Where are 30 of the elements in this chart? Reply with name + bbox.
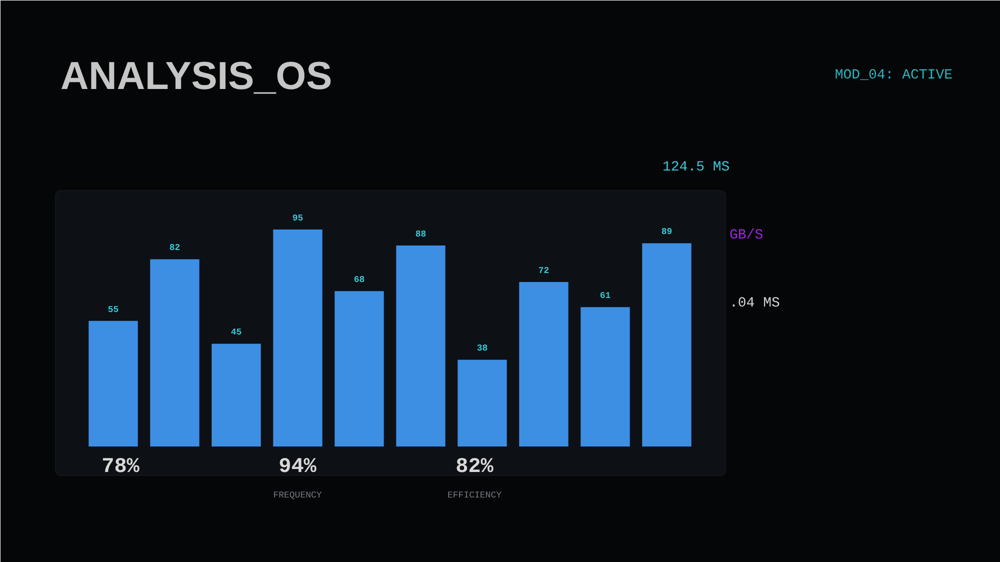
bar xyxy=(458,360,507,446)
bar xyxy=(642,243,692,446)
text: 124.5 MS xyxy=(662,160,730,176)
bar xyxy=(88,320,138,446)
text: GB/S xyxy=(730,228,764,244)
bar xyxy=(150,259,200,446)
bar xyxy=(212,344,261,446)
chart-title: ANALYSIS_OS xyxy=(60,55,332,98)
text: EFFICIENCY xyxy=(447,490,502,500)
text: MOD_04: ACTIVE xyxy=(834,68,953,84)
text: .04 MS xyxy=(730,296,780,312)
text: 94% xyxy=(278,456,317,479)
bar xyxy=(273,230,322,446)
data-label: 72 xyxy=(538,266,550,276)
data-label: 45 xyxy=(230,328,242,338)
data-label: 38 xyxy=(476,344,488,354)
text: 82% xyxy=(456,456,494,479)
data-label: 95 xyxy=(292,214,304,224)
data-label: 55 xyxy=(108,304,119,315)
data-label: 82 xyxy=(169,243,180,254)
data-label: 89 xyxy=(661,227,672,238)
text: FREQUENCY xyxy=(273,490,322,500)
text: 78% xyxy=(102,456,140,479)
bar xyxy=(396,245,446,446)
bar xyxy=(580,307,630,446)
bar xyxy=(519,282,568,446)
bar xyxy=(334,291,384,446)
data-label: 88 xyxy=(415,229,426,240)
data-label: 68 xyxy=(354,275,365,286)
data-label: 61 xyxy=(600,291,612,302)
